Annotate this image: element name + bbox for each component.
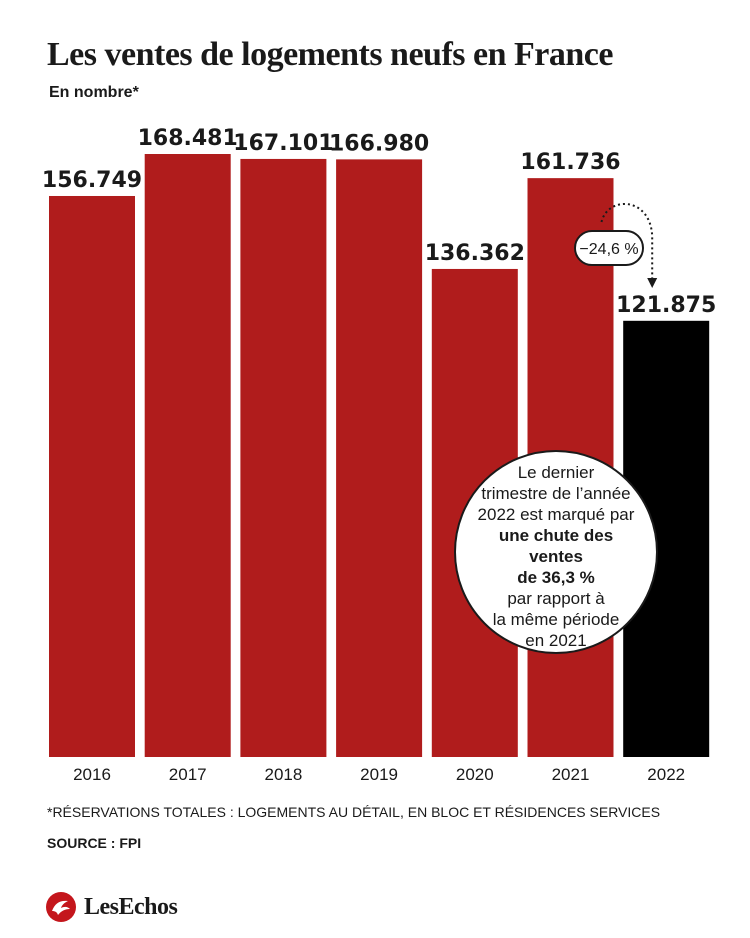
x-tick-label-2017: 2017 bbox=[169, 765, 207, 784]
x-tick-label-2022: 2022 bbox=[647, 765, 685, 784]
chart-title: Les ventes de logements neufs en France bbox=[47, 36, 613, 73]
x-tick-label-2019: 2019 bbox=[360, 765, 398, 784]
bar-2017 bbox=[144, 154, 231, 757]
decline-arrow bbox=[600, 202, 654, 280]
brand-logo[interactable]: LesEchos bbox=[46, 889, 178, 925]
bar-2019 bbox=[336, 159, 423, 757]
callout-line: en 2021 bbox=[525, 631, 587, 650]
x-tick-label-2020: 2020 bbox=[456, 765, 494, 784]
les-echos-logo-icon bbox=[46, 892, 76, 922]
bar-2018 bbox=[240, 158, 327, 757]
callout-line: la même période bbox=[492, 610, 620, 629]
footnote: *RÉSERVATIONS TOTALES : LOGEMENTS AU DÉT… bbox=[47, 804, 661, 820]
decline-arrow-head bbox=[647, 278, 658, 288]
annotation-pill bbox=[574, 230, 644, 266]
callout-text: Le dernier trimestre de l’année 2022 est… bbox=[470, 462, 642, 651]
callout-line: trimestre de l’année bbox=[481, 484, 631, 503]
chart-subtitle: En nombre* bbox=[49, 84, 139, 101]
x-tick-label-2016: 2016 bbox=[73, 765, 111, 784]
value-label-2022: 121.875 bbox=[616, 293, 716, 318]
value-label-2020: 136.362 bbox=[425, 241, 525, 266]
value-label-2016: 156.749 bbox=[42, 168, 142, 193]
bar-chart: 156.749 2016 168.481 2017 167.101 2018 166.980… bbox=[42, 126, 716, 784]
value-label-2018: 167.101 bbox=[233, 131, 333, 156]
callout-emphasis: de 36,3 % bbox=[517, 568, 595, 587]
value-label-2019: 166.980 bbox=[329, 131, 429, 156]
x-tick-label-2021: 2021 bbox=[552, 765, 590, 784]
callout-line: 2022 est marqué par bbox=[477, 505, 635, 524]
callout-line: par rapport à bbox=[507, 589, 605, 608]
value-label-2017: 168.481 bbox=[138, 126, 238, 151]
bar-2016 bbox=[49, 195, 135, 758]
annotation-label: −24,6 % bbox=[579, 241, 638, 258]
value-label-2021: 161.736 bbox=[520, 150, 620, 175]
callout-line: Le dernier bbox=[517, 463, 595, 482]
callout-bubble bbox=[454, 450, 658, 654]
source-note: SOURCE : FPI bbox=[47, 835, 142, 851]
logo-wordmark: LesEchos bbox=[84, 893, 178, 920]
callout-emphasis: une chute des ventes bbox=[498, 526, 614, 566]
x-tick-label-2018: 2018 bbox=[264, 765, 302, 784]
